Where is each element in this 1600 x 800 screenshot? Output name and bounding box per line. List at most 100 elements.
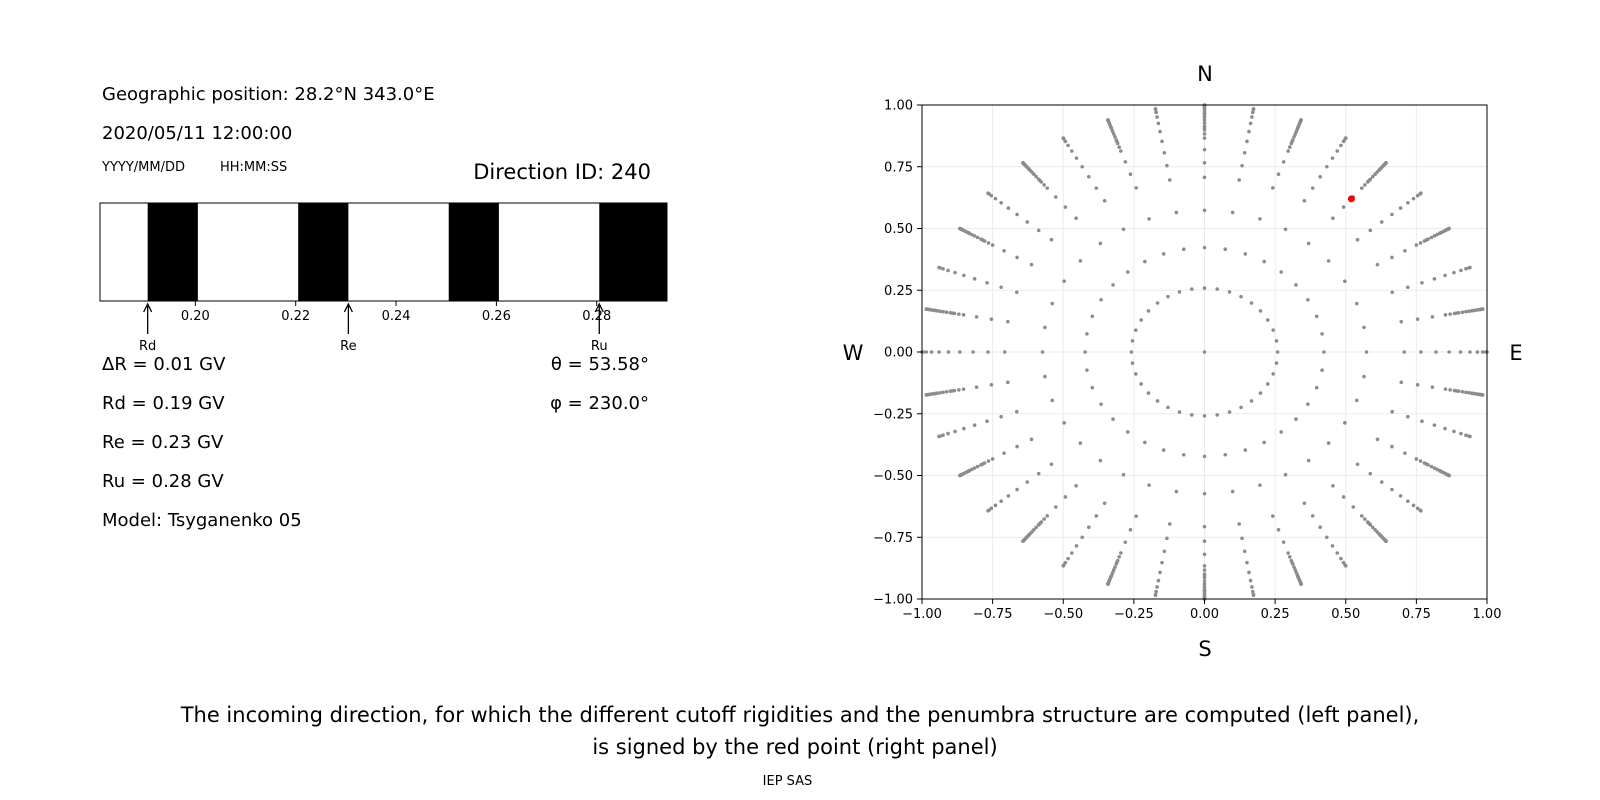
grid-point: [1384, 539, 1388, 544]
grid-point: [1078, 259, 1083, 263]
penumbra-tick-label-3: 0.26: [482, 309, 511, 324]
grid-point: [1468, 265, 1472, 270]
grid-point: [1162, 549, 1167, 554]
grid-point: [1062, 279, 1066, 283]
marker-arrowhead-re: [343, 302, 353, 313]
grid-point: [1202, 552, 1207, 557]
grid-point: [1074, 544, 1079, 548]
grid-point: [1015, 487, 1019, 492]
grid-point: [961, 387, 966, 391]
grid-point: [1418, 241, 1423, 245]
grid-point: [1005, 319, 1010, 324]
grid-point: [1002, 451, 1006, 455]
grid-point: [1202, 568, 1207, 572]
grid-point: [1129, 350, 1134, 354]
grid-point: [1480, 350, 1485, 354]
grid-point: [1021, 160, 1025, 165]
grid-point: [1162, 150, 1167, 155]
grid-point: [1419, 508, 1423, 513]
grid-point: [1363, 517, 1367, 521]
grid-point: [1379, 220, 1384, 224]
grid-point: [1276, 528, 1281, 532]
grid-point: [1443, 313, 1448, 317]
grid-point: [1390, 487, 1394, 492]
grid-point: [1320, 368, 1324, 372]
grid-point: [1415, 193, 1420, 198]
grid-point: [1355, 462, 1360, 467]
grid-point: [1306, 458, 1311, 463]
grid-point: [957, 388, 961, 392]
grid-point: [1290, 138, 1295, 142]
grid-point: [1339, 143, 1343, 148]
grid-point: [1202, 132, 1207, 136]
grid-point: [946, 268, 950, 273]
grid-point: [1330, 156, 1335, 160]
penumbra-frame: [99, 202, 668, 302]
date-format: YYYY/MM/DD: [102, 160, 185, 175]
grid-point: [1460, 310, 1465, 315]
grid-point: [1406, 285, 1410, 290]
y-tick-label-6: 0.50: [884, 222, 913, 237]
grid-point: [1223, 247, 1228, 251]
grid-point: [1239, 294, 1243, 299]
credit: IEP SAS: [762, 774, 813, 789]
grid-point: [1335, 551, 1340, 555]
grid-point: [1429, 464, 1434, 469]
grid-point: [972, 277, 977, 281]
grid-point: [1114, 138, 1119, 142]
grid-point: [1258, 391, 1263, 395]
grid-point: [1281, 540, 1286, 544]
grid-point: [1325, 164, 1329, 169]
grid-point: [993, 503, 998, 508]
x-tick-label-3: −0.25: [1114, 607, 1154, 622]
grid-point: [938, 390, 942, 395]
grid-point: [1117, 555, 1121, 559]
grid-point: [1078, 441, 1083, 445]
grid-point: [1418, 459, 1423, 463]
grid-point: [1062, 421, 1066, 425]
grid-point: [1134, 514, 1138, 518]
grid-point: [1283, 472, 1288, 477]
grid-point: [1467, 390, 1471, 395]
grid-point: [1202, 124, 1207, 129]
grid-point: [1014, 409, 1019, 414]
grid-point: [1375, 262, 1380, 267]
grid-point: [1036, 228, 1041, 233]
grid-point: [1230, 210, 1235, 215]
grid-point: [1258, 309, 1263, 313]
grid-point: [1326, 259, 1331, 263]
grid-point: [1202, 350, 1207, 354]
grid-point: [1390, 409, 1395, 414]
grid-point: [1113, 565, 1117, 570]
grid-point: [1359, 186, 1364, 190]
grid-point: [1083, 350, 1087, 354]
grid-point: [1239, 405, 1243, 410]
grid-point: [974, 385, 979, 389]
grid-point: [1227, 410, 1232, 414]
grid-point: [1274, 361, 1279, 365]
grid-point: [1202, 524, 1207, 529]
grid-point: [1279, 270, 1284, 274]
grid-point: [971, 350, 975, 354]
forbidden-band-2: [448, 203, 499, 301]
grid-point: [1266, 382, 1270, 386]
grid-point: [1121, 472, 1126, 477]
grid-point: [1202, 245, 1207, 250]
grid-point: [1251, 589, 1255, 594]
grid-point: [1177, 290, 1182, 294]
grid-point: [1123, 540, 1128, 544]
grid-point: [1066, 143, 1070, 148]
grid-point: [999, 285, 1003, 290]
grid-point: [1190, 287, 1194, 291]
grid-point: [1286, 551, 1290, 555]
time-format: HH:MM:SS: [220, 160, 288, 175]
grid-point: [1050, 398, 1055, 403]
grid-point: [1102, 501, 1107, 506]
grid-point: [975, 235, 980, 240]
x-tick-label-5: 0.25: [1261, 607, 1290, 622]
grid-point: [1292, 134, 1296, 139]
grid-point: [1368, 177, 1373, 181]
grid-point: [1355, 237, 1360, 242]
grid-point: [1432, 466, 1437, 470]
grid-point: [1106, 118, 1110, 122]
